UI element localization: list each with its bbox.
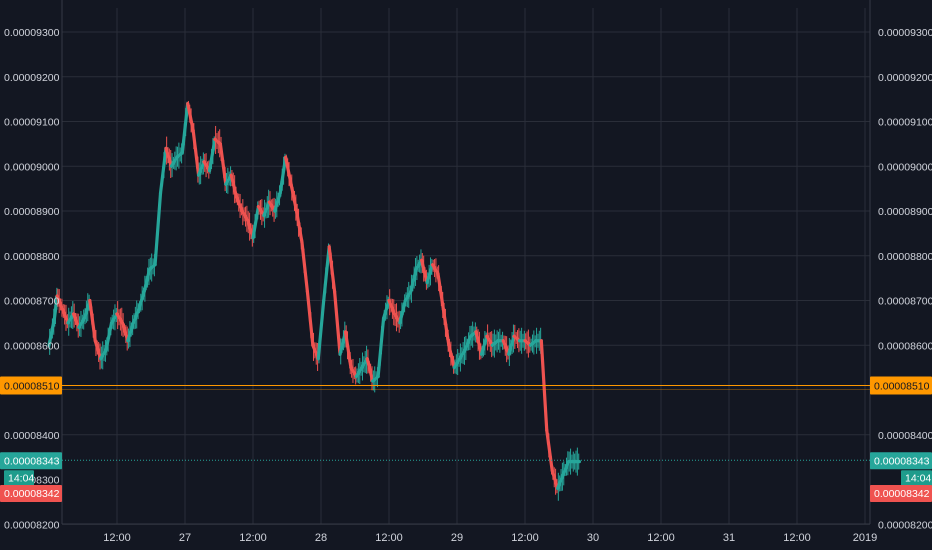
left-countdown-tag-text: 14:04: [8, 472, 34, 484]
time-tick: 12:00: [239, 532, 267, 544]
left-price-tick: 0.00008800: [4, 251, 60, 263]
price-tags: 0.00008510 0.00008510 0.00008343 0.00008343…: [0, 376, 932, 502]
time-tick: 12:00: [647, 532, 675, 544]
right-price-tick: 0.00009300: [878, 27, 932, 39]
left-price-tick: 0.00008200: [4, 519, 60, 531]
right-price-tick: 0.00008900: [878, 206, 932, 218]
right-last-price-tag: 0.00008343: [870, 452, 932, 470]
time-tick: 2019: [853, 532, 877, 544]
right-countdown-tag-text: 14:04: [905, 472, 931, 484]
time-tick: 31: [723, 532, 735, 544]
left-last-price-tag-box: [0, 452, 62, 470]
right-countdown-tag: 14:04: [901, 470, 932, 487]
right-price-tick: 0.00008800: [878, 251, 932, 263]
left-price-tick: 0.00008600: [4, 340, 60, 352]
left-price-tick: 0.00008900: [4, 206, 60, 218]
right-price-tick: 0.00009100: [878, 117, 932, 129]
left-hline-tag-box: [0, 376, 62, 395]
left-countdown-tag: 14:04: [4, 470, 34, 487]
grid: [61, 0, 871, 525]
left-price-tick: 0.00009000: [4, 161, 60, 173]
right-hline-tag-box: [870, 376, 932, 395]
left-price-tick: 0.00009100: [4, 117, 60, 129]
right-bid-tag: 0.00008342: [870, 485, 932, 502]
time-tick: 12:00: [103, 532, 131, 544]
right-price-tick: 0.00008400: [878, 430, 932, 442]
right-bid-tag-box: [870, 485, 932, 502]
left-price-tick: 0.00009300: [4, 27, 60, 39]
time-tick: 30: [587, 532, 599, 544]
left-countdown-tag-box: [4, 470, 34, 487]
right-price-tick: 0.00008600: [878, 340, 932, 352]
time-tick: 12:00: [511, 532, 539, 544]
right-price-tick: 0.00009000: [878, 161, 932, 173]
overlays: [62, 385, 870, 461]
time-tick: 29: [451, 532, 463, 544]
left-bid-tag: 0.00008342: [0, 485, 62, 502]
time-tick: 28: [315, 532, 327, 544]
right-last-price-tag-text: 0.00008343: [874, 455, 930, 467]
time-tick: 12:00: [783, 532, 811, 544]
right-price-axis[interactable]: 0.00009300 0.00009200 0.00009100 0.00009000…: [878, 27, 932, 531]
left-bid-tag-text: 0.00008342: [4, 488, 60, 500]
right-price-tick: 0.00008200: [878, 519, 932, 531]
right-price-tick: 0.00009200: [878, 72, 932, 84]
right-price-tick: 0.00008700: [878, 296, 932, 308]
left-price-tick: 0.00008700: [4, 296, 60, 308]
time-tick: 12:00: [375, 532, 403, 544]
plot-area[interactable]: [47, 100, 582, 501]
right-bid-tag-text: 0.00008342: [874, 488, 930, 500]
time-tick: 27: [179, 532, 191, 544]
left-bid-tag-box: [0, 485, 62, 502]
left-last-price-tag-text: 0.00008343: [4, 455, 60, 467]
time-axis[interactable]: 12:00 27 12:00 28 12:00 29 12:00 30 12:00 31 12:00…: [103, 532, 877, 544]
right-countdown-tag-box: [901, 470, 932, 487]
left-hline-tag-text: 0.00008510: [4, 381, 60, 393]
right-hline-tag: 0.00008510: [870, 376, 932, 395]
left-price-tick: 0.00009200: [4, 72, 60, 84]
left-price-tick: 0.00008400: [4, 430, 60, 442]
left-last-price-tag: 0.00008343: [0, 452, 62, 470]
right-last-price-tag-box: [870, 452, 932, 470]
left-hline-tag: 0.00008510: [0, 376, 62, 395]
right-hline-tag-text: 0.00008510: [874, 381, 930, 393]
